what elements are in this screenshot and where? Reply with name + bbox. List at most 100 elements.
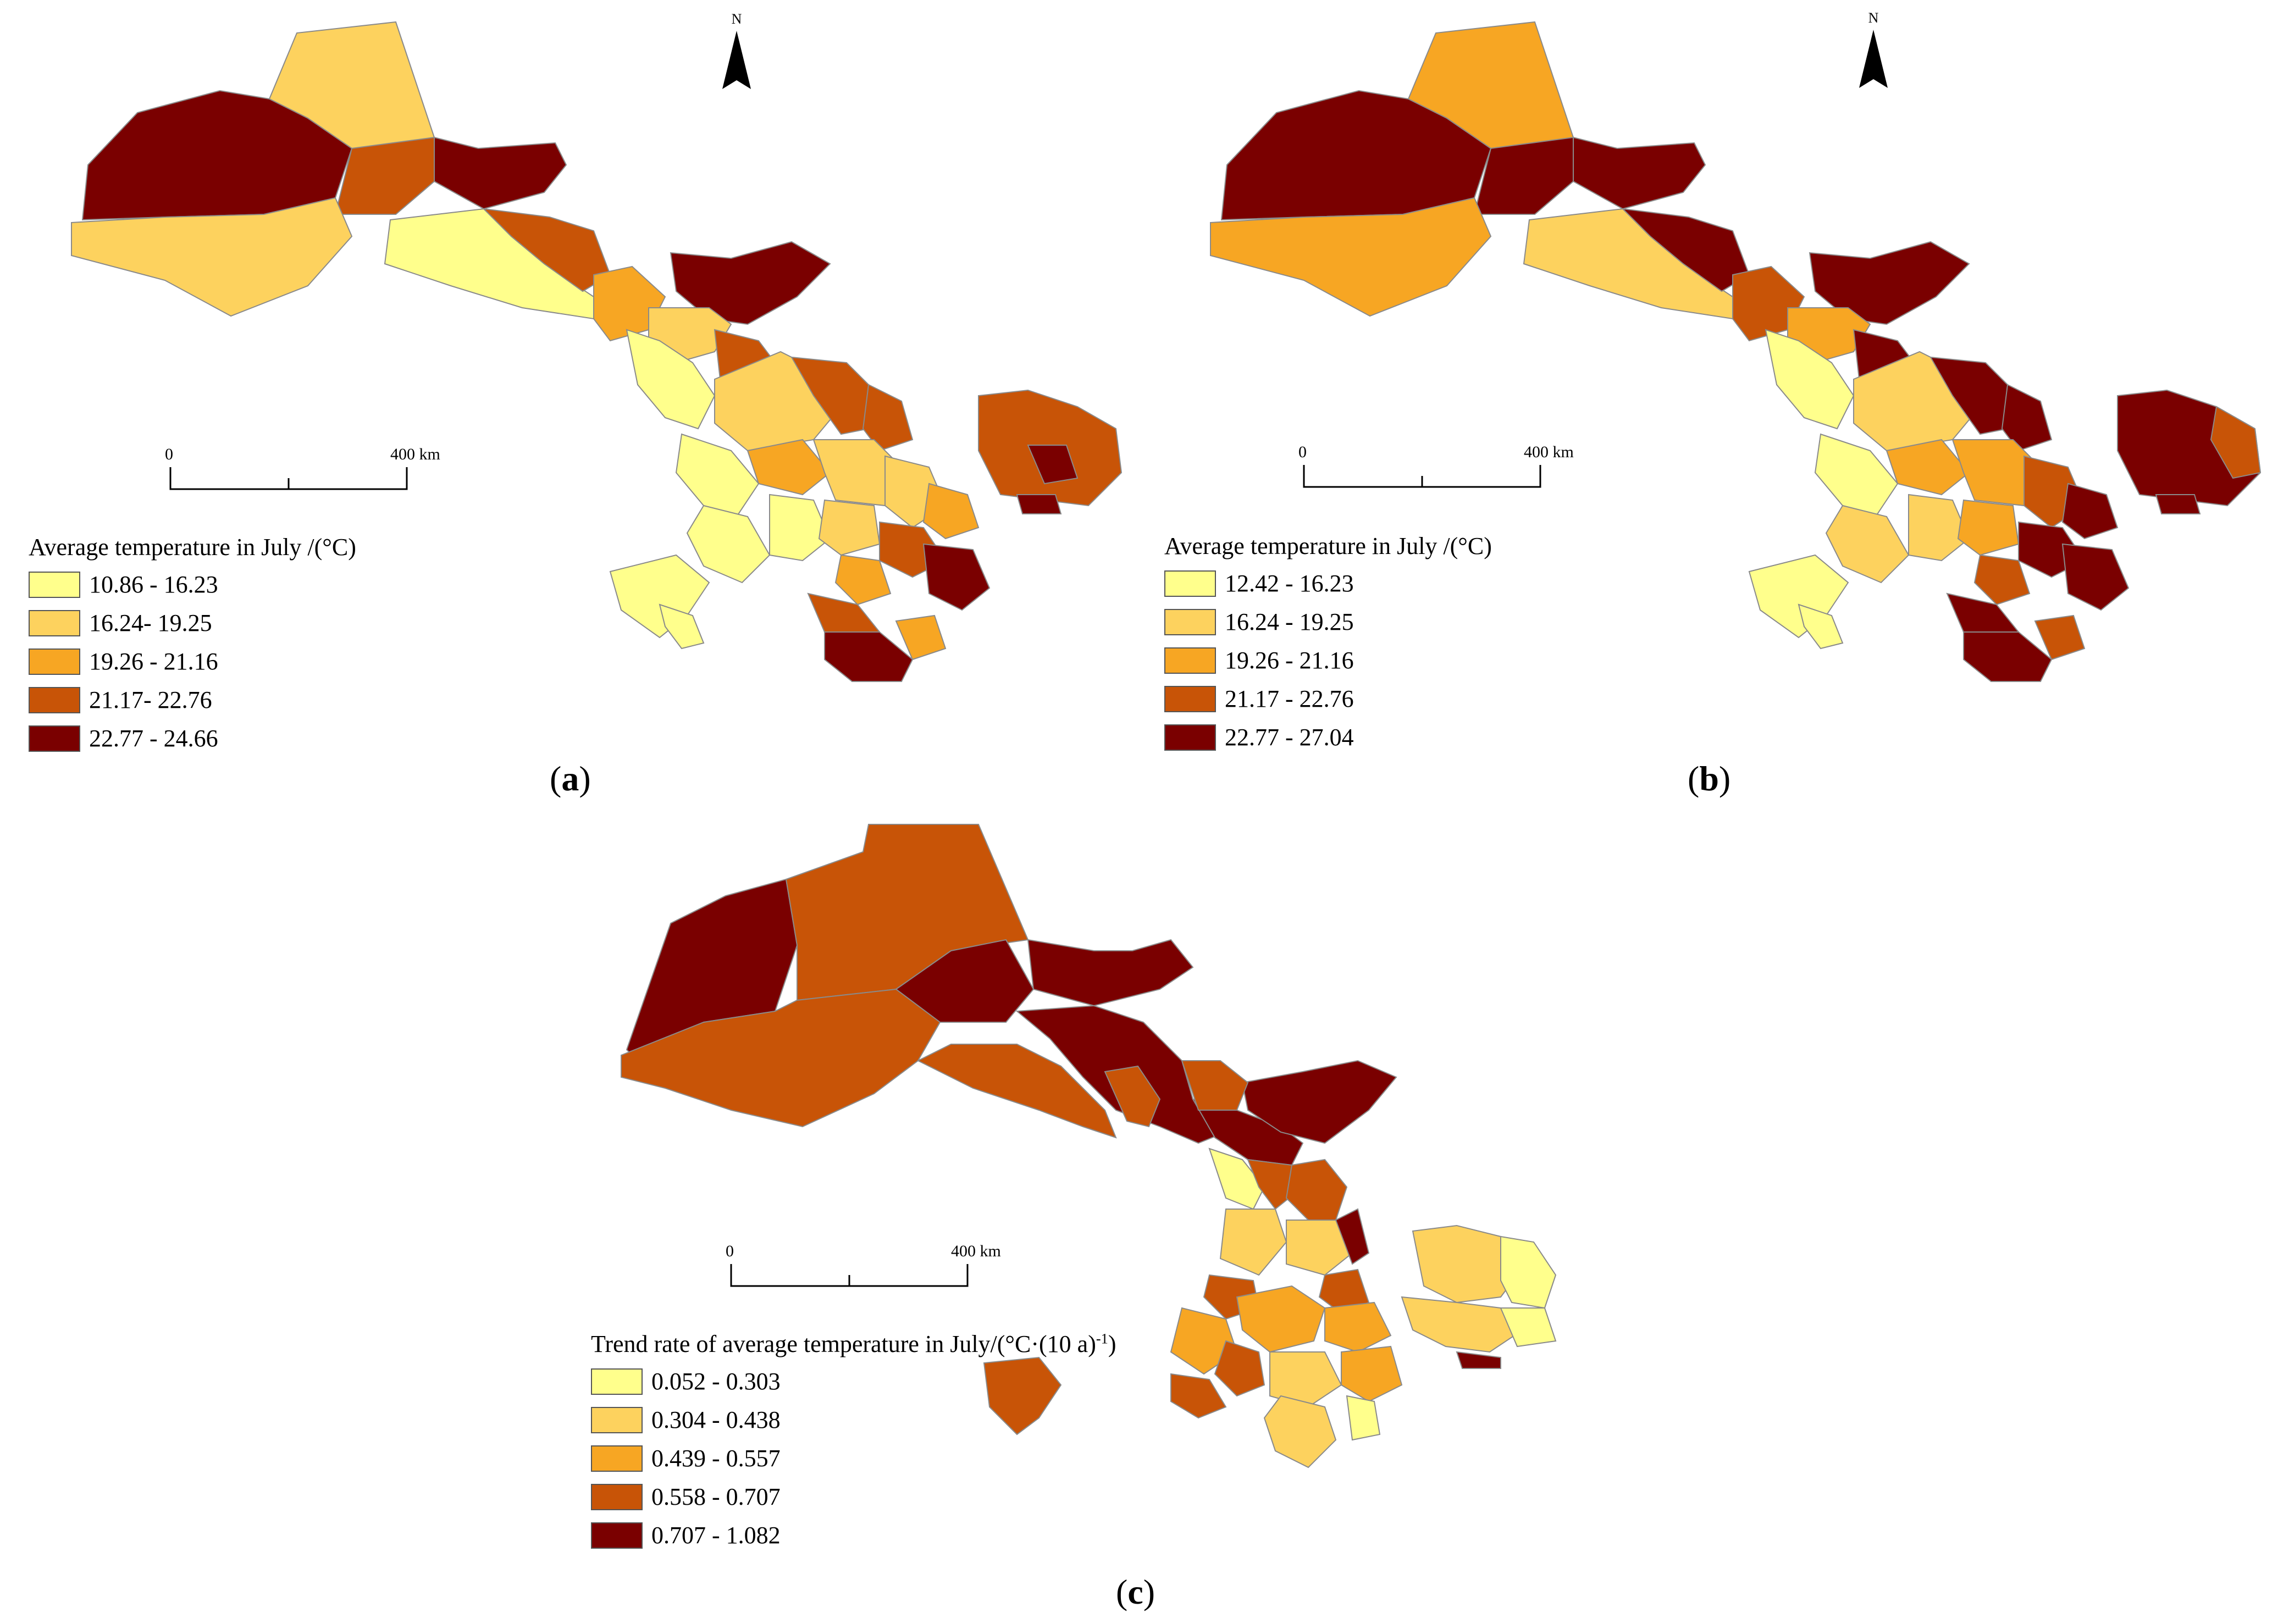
- legend-item: 12.42 - 16.23: [1164, 569, 1354, 597]
- scale-end: 400 km: [951, 1242, 1001, 1260]
- north-label: N: [731, 11, 742, 27]
- region: [834, 554, 892, 606]
- regions-b: [1210, 21, 2262, 682]
- region: [1219, 1209, 1287, 1276]
- region: [71, 197, 353, 317]
- legend-label: 21.17 - 22.76: [1225, 685, 1354, 712]
- region: [1214, 1340, 1265, 1397]
- legend-item: 19.26 - 21.16: [29, 647, 218, 675]
- region: [1016, 494, 1062, 514]
- legend-item: 16.24 - 19.25: [1164, 608, 1354, 636]
- legend-swatch: [29, 686, 80, 713]
- region: [670, 241, 831, 325]
- region: [1573, 136, 1706, 210]
- map-c: [621, 824, 1557, 1468]
- region: [1263, 1395, 1337, 1468]
- region: [1957, 499, 2020, 556]
- legend-item: 16.24- 19.25: [29, 609, 212, 637]
- panel-label-b: (b): [1688, 759, 1731, 798]
- legend-swatch: [591, 1406, 643, 1433]
- region: [1324, 1301, 1392, 1353]
- scale-start: 0: [726, 1242, 734, 1260]
- legend-title: Average temperature in July /(°C): [29, 534, 356, 561]
- legend-label: 0.439 - 0.557: [651, 1445, 781, 1472]
- north-arrow: N: [720, 11, 753, 89]
- region: [1798, 603, 1844, 650]
- region: [1825, 505, 1910, 584]
- legend-swatch: [29, 571, 80, 598]
- north-arrow: N: [1857, 10, 1890, 88]
- legend-swatch: [591, 1483, 643, 1510]
- scale-end: 400 km: [390, 445, 440, 463]
- region: [1341, 1345, 1403, 1403]
- panel-label-c: (c): [1116, 1572, 1155, 1611]
- region: [1210, 197, 1492, 317]
- region: [1886, 439, 1970, 496]
- legend-item: 22.77 - 24.66: [29, 724, 218, 752]
- region: [1908, 494, 1970, 562]
- legend-item: 0.707 - 1.082: [591, 1521, 781, 1549]
- region: [1104, 1065, 1161, 1128]
- region: [1236, 1285, 1326, 1353]
- legend-item: 0.439 - 0.557: [591, 1444, 781, 1472]
- legend-item: 19.26 - 21.16: [1164, 646, 1354, 674]
- region: [1181, 1060, 1249, 1111]
- north-label: N: [1868, 10, 1879, 26]
- map-b: [1210, 21, 2262, 682]
- legend-swatch: [1164, 685, 1216, 712]
- legend-item: 10.86 - 16.23: [29, 570, 218, 598]
- legend-swatch: [29, 609, 80, 636]
- region: [922, 483, 980, 540]
- legend-label: 16.24- 19.25: [89, 609, 212, 636]
- legend-swatch: [1164, 570, 1216, 597]
- region: [895, 614, 947, 661]
- region: [2061, 543, 2130, 611]
- panel-c: 0 400 km Trend rate of average temperatu…: [566, 802, 1776, 1624]
- panel-a: N 0 400 km Average temperature in July /…: [0, 0, 1139, 802]
- legend-title: Trend rate of average temperature in Jul…: [591, 1330, 1116, 1357]
- region: [1335, 1208, 1370, 1265]
- scale-bar: 0 400 km: [165, 445, 451, 500]
- north-arrow-icon: [722, 31, 751, 89]
- scale-bar: 0 400 km: [1298, 443, 1584, 498]
- legend-item: 0.558 - 0.707: [591, 1483, 781, 1511]
- region: [2210, 406, 2262, 479]
- legend-a: Average temperature in July /(°C) 10.86 …: [29, 533, 523, 753]
- panel-label-a: (a): [550, 759, 591, 798]
- region: [2061, 483, 2119, 540]
- region: [1170, 1373, 1227, 1419]
- region: [2155, 494, 2201, 514]
- legend-swatch: [29, 648, 80, 675]
- region: [1765, 329, 1855, 430]
- map-a: [71, 21, 1123, 682]
- legend-title: Average temperature in July /(°C): [1164, 533, 1492, 559]
- region: [922, 543, 991, 611]
- region: [824, 631, 914, 682]
- legend-b: Average temperature in July /(°C) 12.42 …: [1164, 532, 1659, 752]
- legend-label: 19.26 - 21.16: [1225, 647, 1354, 674]
- region: [1973, 554, 2031, 606]
- scale-bar-line: [1303, 465, 1541, 488]
- region: [1208, 1148, 1265, 1210]
- region: [1401, 1296, 1524, 1353]
- north-arrow-icon: [1859, 30, 1888, 88]
- regions-c: [621, 824, 1557, 1468]
- scale-start: 0: [1298, 443, 1307, 461]
- region: [1346, 1395, 1381, 1441]
- region: [747, 439, 831, 496]
- legend-c: Trend rate of average temperature in Jul…: [591, 1330, 1251, 1550]
- region: [2001, 384, 2053, 452]
- region: [1456, 1351, 1501, 1369]
- legend-swatch: [591, 1368, 643, 1395]
- panel-b: N 0 400 km Average temperature in July /…: [1139, 0, 2278, 802]
- legend-label: 21.17- 22.76: [89, 686, 212, 713]
- region: [2034, 614, 2086, 661]
- legend-label: 22.77 - 24.66: [89, 725, 218, 752]
- regions-a: [71, 21, 1123, 682]
- legend-label: 19.26 - 21.16: [89, 648, 218, 675]
- legend-label: 0.052 - 0.303: [651, 1368, 781, 1395]
- legend-label: 0.558 - 0.707: [651, 1483, 781, 1510]
- region: [1500, 1235, 1557, 1309]
- scale-bar-line: [730, 1264, 969, 1287]
- region: [1027, 445, 1079, 485]
